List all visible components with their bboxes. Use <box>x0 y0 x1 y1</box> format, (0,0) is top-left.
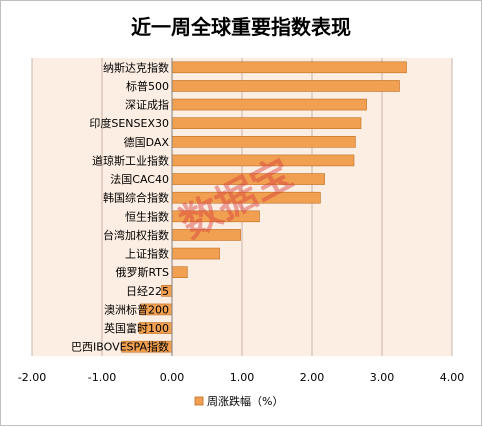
x-tick-label: 3.00 <box>370 371 395 384</box>
category-label: 巴西IBOVESPA指数 <box>71 340 169 354</box>
x-tick-label: 2.00 <box>300 371 325 384</box>
category-label: 纳斯达克指数 <box>103 60 169 74</box>
bar <box>171 210 260 223</box>
category-label: 标普500 <box>126 79 169 93</box>
bar <box>171 136 356 148</box>
category-label: 台湾加权指数 <box>103 228 169 242</box>
bar <box>171 80 400 92</box>
category-label: 印度SENSEX30 <box>89 116 169 130</box>
x-tick-label: 0.00 <box>160 371 185 384</box>
legend: 周涨跌幅（%） <box>194 394 283 408</box>
x-tick-label: 4.00 <box>440 371 465 384</box>
category-label: 深证成指 <box>125 98 169 112</box>
category-label: 日经225 <box>126 285 169 298</box>
x-tick-label: 1.00 <box>230 371 255 384</box>
category-label: 恒生指数 <box>125 209 169 223</box>
bar <box>171 229 241 241</box>
bar <box>171 154 355 167</box>
category-label: 英国富时100 <box>104 321 169 335</box>
bar <box>171 266 188 278</box>
category-label: 德国DAX <box>124 135 170 149</box>
category-label: 法国CAC40 <box>110 172 169 186</box>
bar <box>171 191 321 204</box>
x-tick-label: -2.00 <box>18 371 46 384</box>
bar <box>171 117 362 129</box>
chart-title: 近一周全球重要指数表现 <box>131 15 351 39</box>
category-label: 俄罗斯RTS <box>115 266 169 279</box>
category-label: 韩国综合指数 <box>103 191 169 205</box>
plot-area: -2.00 -1.00 0.00 1.00 2.00 3.00 4.00 纳斯达克指数标普50… <box>18 58 464 384</box>
bar <box>171 98 367 111</box>
category-label: 道琼斯工业指数 <box>92 153 169 167</box>
legend-swatch <box>194 396 204 406</box>
category-label: 上证指数 <box>125 247 169 261</box>
legend-label: 周涨跌幅（%） <box>207 394 283 408</box>
bar <box>171 61 407 74</box>
category-label: 澳洲标普200 <box>104 302 169 316</box>
bar <box>171 247 220 260</box>
bar <box>171 173 325 185</box>
x-tick-label: -1.00 <box>88 371 116 384</box>
